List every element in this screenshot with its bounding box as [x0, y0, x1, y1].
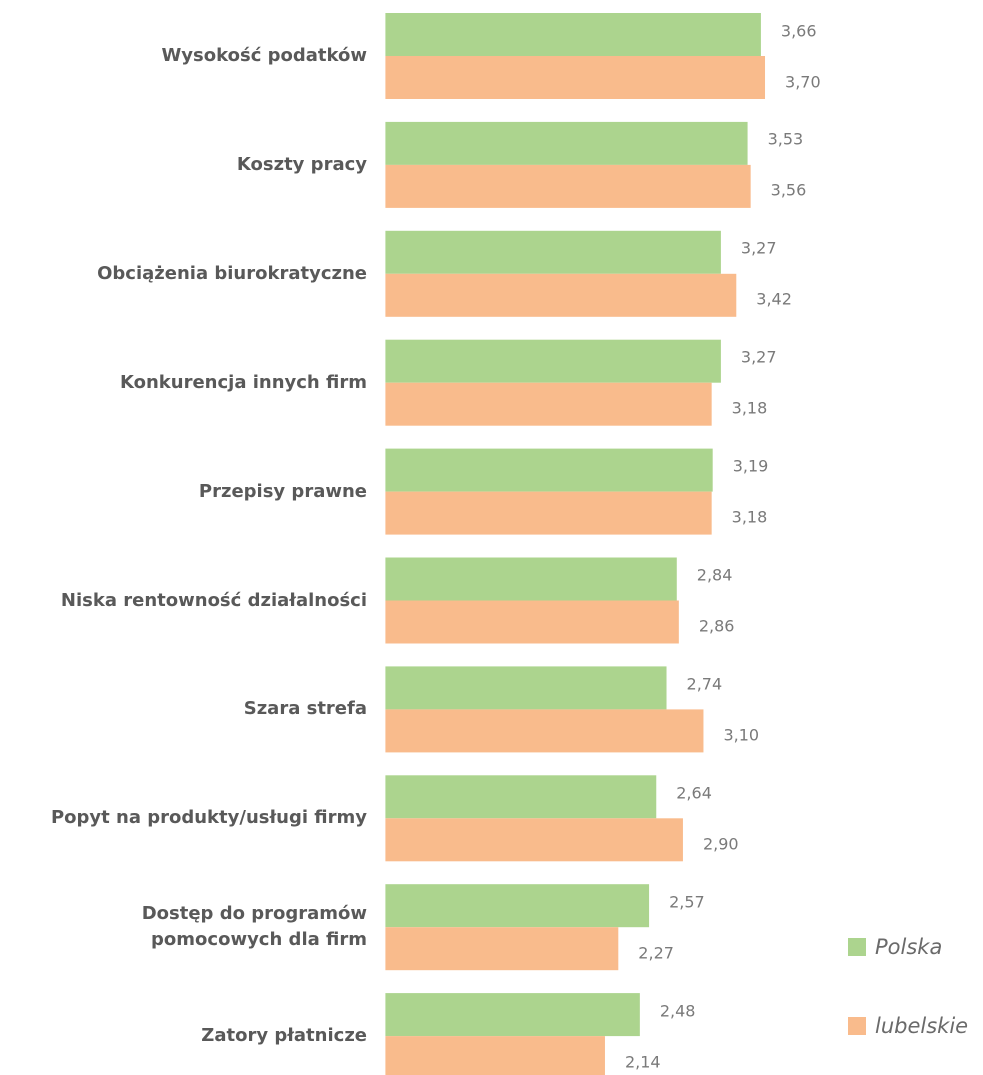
bar — [385, 557, 677, 601]
legend-swatch — [848, 938, 866, 956]
value-label: 2,48 — [659, 1001, 696, 1021]
bar — [385, 121, 748, 165]
value-label: 3,42 — [756, 289, 792, 309]
category-label: Koszty pracy — [236, 153, 367, 175]
category-label: Zatory płatnicze — [201, 1025, 367, 1047]
value-label: 2,14 — [624, 1052, 661, 1072]
value-label: 3,70 — [785, 72, 821, 91]
bar — [385, 709, 704, 753]
bar — [385, 56, 766, 99]
bar — [385, 13, 761, 56]
value-label: 2,64 — [676, 783, 712, 803]
bar — [385, 818, 683, 862]
value-label: 3,53 — [767, 129, 804, 149]
value-label: 2,90 — [702, 834, 739, 854]
legend-label: lubelskie — [875, 1014, 969, 1038]
bar — [385, 230, 721, 274]
category-label: Konkurencja innych firm — [119, 371, 367, 393]
value-label: 2,27 — [638, 943, 674, 963]
bar — [385, 666, 667, 710]
value-label: 2,84 — [696, 565, 733, 585]
bar — [385, 491, 712, 535]
value-label: 3,66 — [780, 21, 817, 40]
category-label: Szara strefa — [243, 698, 367, 720]
legend-swatch — [848, 1017, 866, 1035]
bar — [385, 382, 712, 426]
category-label: Niska rentowność działalności — [60, 589, 367, 611]
category-label: Popyt na produkty/usługi firmy — [50, 807, 367, 829]
bar — [385, 339, 721, 383]
category-label: Obciążenia biurokratyczne — [97, 262, 367, 284]
bar — [385, 273, 737, 317]
category-label: Wysokość podatków — [161, 45, 367, 66]
bar — [385, 164, 751, 208]
value-label: 3,18 — [731, 507, 768, 527]
bar — [385, 993, 640, 1037]
value-label: 3,27 — [740, 238, 777, 258]
value-label: 3,27 — [740, 347, 777, 367]
value-label: 2,74 — [686, 674, 723, 694]
bar — [385, 927, 619, 971]
bar — [385, 775, 657, 819]
bar — [385, 448, 713, 492]
value-label: 3,18 — [731, 398, 768, 418]
bar — [385, 884, 650, 928]
bar — [385, 600, 679, 644]
category-label: Dostęp do programów pomocowych dla firm — [141, 903, 367, 951]
value-label: 3,10 — [723, 725, 760, 745]
bar — [385, 1036, 605, 1075]
legend-label: Polska — [875, 935, 943, 959]
value-label: 3,19 — [732, 456, 769, 476]
value-label: 3,56 — [770, 180, 807, 200]
category-label: Przepisy prawne — [198, 480, 367, 502]
value-label: 2,86 — [698, 616, 735, 636]
value-label: 2,57 — [669, 892, 705, 912]
